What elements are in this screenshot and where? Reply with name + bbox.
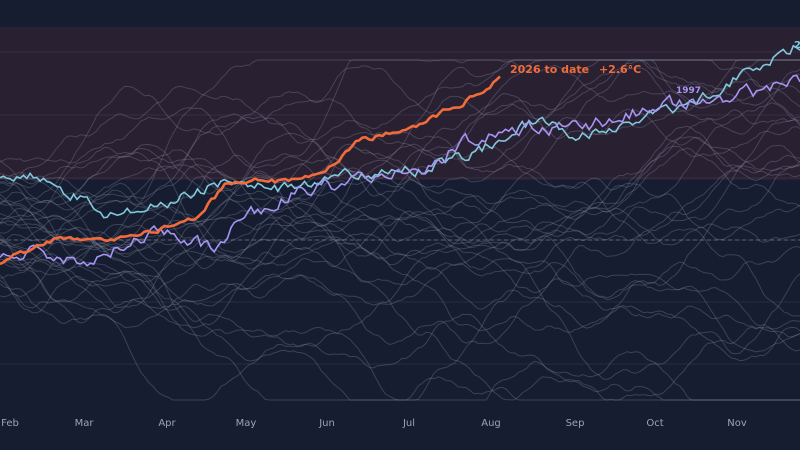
x-tick-label: Mar: [75, 418, 95, 429]
history-line: [0, 59, 800, 205]
history-line: [0, 59, 800, 219]
history-line: [0, 59, 800, 262]
series-1997-line: [0, 74, 800, 267]
x-tick-label: Jun: [318, 418, 335, 429]
history-line: [0, 59, 800, 276]
history-line: [0, 144, 800, 401]
history-line: [0, 143, 800, 237]
history-line: [0, 143, 800, 247]
bands-layer: [0, 27, 800, 365]
history-line: [0, 216, 800, 362]
history-line: [0, 59, 800, 205]
history-line: [0, 204, 800, 267]
history-line: [0, 176, 800, 381]
history-line: [0, 85, 800, 231]
x-axis: Feb Mar Apr May Jun Jul Aug Sep Oct Nov: [1, 418, 747, 429]
history-line: [0, 116, 800, 279]
history-line: [0, 107, 800, 353]
history-line: [0, 160, 800, 299]
history-line: [0, 146, 800, 330]
annotation-1997: 1997: [676, 86, 701, 96]
history-line: [0, 159, 800, 317]
x-tick-label: Nov: [727, 418, 747, 429]
history-line: [0, 237, 800, 401]
x-tick-label: Sep: [566, 418, 585, 429]
history-line: [0, 205, 800, 301]
history-line: [0, 85, 800, 329]
x-tick-label: Apr: [158, 418, 176, 429]
history-line: [0, 59, 800, 206]
x-tick-label: Jul: [402, 418, 415, 429]
x-tick-label: Oct: [646, 418, 663, 429]
annotation-2026: 2026 to date +2.6°C: [510, 63, 641, 76]
annotation-right-edge: 2: [794, 40, 800, 51]
history-line: [0, 171, 800, 401]
x-tick-label: Feb: [1, 418, 19, 429]
warm-band: [0, 27, 800, 180]
history-line: [0, 109, 800, 309]
annotation-2026-label: 2026 to date: [510, 63, 589, 76]
history-line: [0, 165, 800, 346]
history-line: [0, 239, 800, 401]
annotation-2026-value: +2.6°C: [599, 63, 641, 76]
x-tick-label: May: [236, 418, 257, 429]
history-line: [0, 108, 800, 222]
series-2026-line: [0, 75, 501, 266]
history-line: [0, 212, 800, 401]
history-line: [0, 125, 800, 401]
history-line: [0, 125, 800, 259]
history-line: [0, 59, 800, 314]
highlight-lines: [0, 44, 800, 267]
history-line: [0, 102, 800, 325]
history-lines: [0, 59, 800, 401]
x-tick-label: Aug: [481, 418, 501, 429]
history-line: [0, 149, 800, 352]
